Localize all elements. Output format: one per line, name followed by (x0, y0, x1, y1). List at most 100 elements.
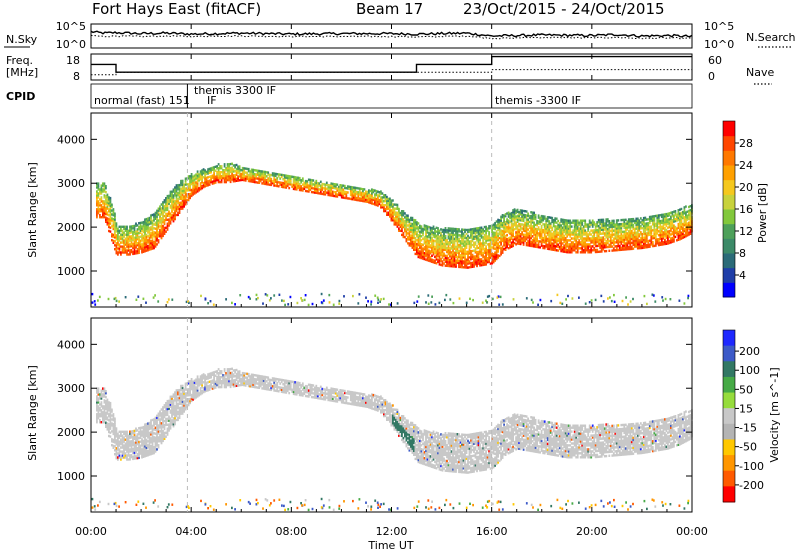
power-cell (688, 223, 690, 226)
power-cell (491, 246, 493, 249)
power-colorbar-tick-label: 8 (739, 247, 746, 260)
power-cell (615, 233, 618, 236)
power-cell (621, 248, 624, 251)
power-cell (152, 296, 155, 299)
power-cell (316, 184, 319, 187)
velocity-cell (105, 395, 107, 399)
velocity-cell (99, 403, 101, 406)
velocity-cell (106, 406, 109, 409)
power-cell (575, 235, 578, 238)
power-cell (405, 228, 408, 231)
power-cell (286, 174, 289, 178)
power-cell (513, 238, 516, 241)
power-cell (572, 241, 575, 244)
power-cell (265, 179, 268, 182)
power-cell (437, 239, 439, 242)
power-cell (192, 185, 194, 188)
power-cell (645, 240, 648, 243)
power-cell (659, 235, 662, 239)
power-cell (157, 235, 160, 238)
power-cell (220, 167, 223, 170)
power-cell (383, 204, 385, 207)
power-cell (464, 234, 466, 237)
power-cell (588, 239, 591, 242)
power-cell (539, 230, 541, 233)
power-cell (178, 211, 181, 214)
power-cell (468, 250, 471, 253)
power-cell (679, 214, 681, 217)
power-cell (581, 219, 584, 222)
power-cell (232, 170, 235, 173)
power-cell (304, 181, 307, 185)
power-cell (522, 239, 525, 242)
power-cell (513, 218, 516, 221)
power-cell (145, 229, 148, 233)
power-cell (402, 233, 405, 237)
power-cell (543, 215, 546, 218)
power-cell (147, 249, 149, 252)
power-cell (497, 246, 499, 249)
power-cell (483, 233, 486, 237)
velocity-cell (115, 431, 118, 434)
power-cell (486, 253, 489, 256)
power-cell (572, 229, 575, 232)
power-cell (435, 230, 438, 233)
power-cell (330, 192, 333, 195)
power-cell (561, 220, 564, 223)
power-cell (685, 235, 687, 238)
power-cell (512, 226, 514, 230)
power-cell (679, 232, 681, 235)
power-cell (99, 210, 101, 213)
power-cell (512, 298, 515, 301)
power-cell (365, 196, 367, 199)
power-cell (642, 224, 645, 228)
power-cell (432, 247, 435, 250)
power-cell (151, 225, 154, 229)
power-cell (292, 183, 295, 187)
power-cell (488, 252, 490, 256)
power-cell (283, 182, 286, 185)
power-cell (358, 187, 361, 190)
power-cell (464, 242, 466, 245)
nave-label: Nave (746, 66, 774, 79)
power-cell (321, 186, 324, 190)
power-cell (657, 230, 660, 233)
power-cell (602, 240, 605, 243)
power-cell (593, 247, 596, 250)
power-cell (462, 256, 465, 259)
power-cell (596, 244, 599, 248)
power-cell (222, 174, 224, 178)
power-cell (426, 225, 429, 228)
power-cell (339, 184, 342, 187)
power-cell (540, 240, 543, 243)
power-cell (375, 189, 378, 193)
power-cell (533, 245, 535, 248)
power-cell (150, 247, 152, 251)
power-cell (600, 248, 603, 251)
power-cell (488, 227, 490, 230)
power-cell (202, 168, 205, 171)
power-cell (659, 231, 662, 235)
power-cell (668, 233, 671, 237)
power-cell (627, 242, 630, 245)
power-cell (584, 245, 587, 248)
power-cell (336, 187, 339, 190)
power-cell (444, 240, 447, 244)
power-cell (106, 213, 109, 216)
power-cell (426, 237, 429, 240)
power-cell (500, 223, 502, 226)
power-cell (563, 250, 566, 253)
power-cell (536, 229, 538, 233)
velocity-cell (109, 419, 112, 422)
power-cell (268, 173, 271, 176)
power-cell (476, 260, 478, 264)
power-cell (300, 179, 303, 182)
power-cell (420, 227, 423, 230)
power-cell (162, 230, 164, 234)
power-cell (518, 218, 520, 222)
power-cell (503, 248, 505, 251)
power-cell (120, 233, 122, 236)
power-cell (256, 181, 259, 184)
power-cell (202, 176, 205, 179)
power-cell (606, 245, 609, 249)
